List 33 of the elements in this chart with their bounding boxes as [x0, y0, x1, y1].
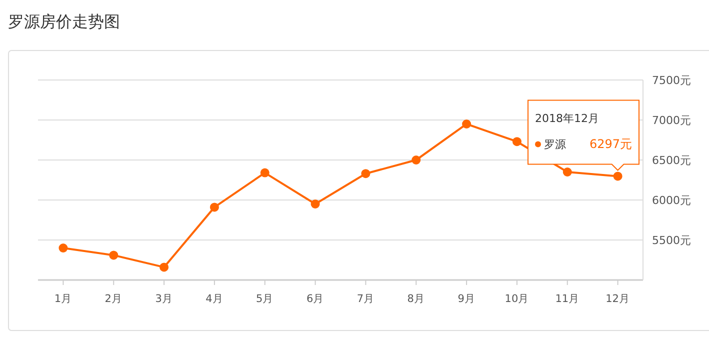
y-tick-label: 7500元: [652, 74, 691, 87]
point: [109, 250, 118, 260]
point: [310, 200, 320, 208]
point: [260, 168, 270, 178]
point: [412, 156, 421, 164]
x-tick-label: 1月: [54, 293, 72, 305]
y-tick-label: 6000元: [652, 194, 691, 207]
point: [160, 262, 169, 272]
data-label: 6297元: [589, 137, 632, 152]
point: [512, 137, 522, 146]
point: [562, 168, 572, 176]
x-tick-label: 9月: [458, 293, 476, 305]
x-tick-label: 6月: [306, 293, 324, 305]
x-tick-label: 12月: [606, 293, 630, 305]
y-tick-label: 6500元: [652, 154, 691, 167]
point: [210, 202, 219, 212]
legend-label: 罗源: [544, 138, 566, 152]
x-tick-label: 3月: [155, 293, 173, 305]
y-tick-label: 5500元: [652, 234, 691, 247]
x-tick-label: 4月: [206, 293, 224, 305]
chart-title: 罗源房价走势图: [8, 12, 120, 31]
annotation: 2018年12月: [535, 112, 599, 126]
x-tick-label: 5月: [256, 293, 274, 305]
x-tick-label: 11月: [555, 293, 580, 305]
point: [462, 120, 472, 128]
point: [58, 244, 68, 252]
x-tick-label: 10月: [504, 293, 530, 305]
x-tick-label: 8月: [407, 293, 425, 305]
point: [361, 169, 370, 178]
point: [613, 172, 622, 181]
y-tick-label: 7000元: [652, 114, 691, 127]
x-tick-label: 2月: [104, 293, 122, 305]
x-tick-label: 7月: [356, 293, 375, 305]
